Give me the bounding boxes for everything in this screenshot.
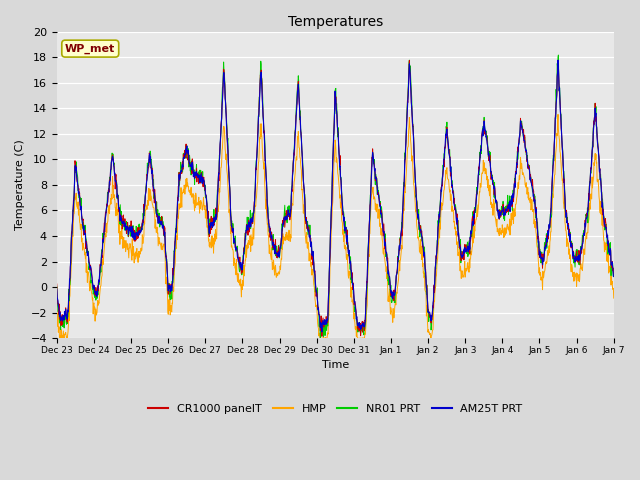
Legend: CR1000 panelT, HMP, NR01 PRT, AM25T PRT: CR1000 panelT, HMP, NR01 PRT, AM25T PRT <box>143 400 527 419</box>
Y-axis label: Temperature (C): Temperature (C) <box>15 140 25 230</box>
Text: WP_met: WP_met <box>65 44 115 54</box>
X-axis label: Time: Time <box>322 360 349 371</box>
Title: Temperatures: Temperatures <box>287 15 383 29</box>
